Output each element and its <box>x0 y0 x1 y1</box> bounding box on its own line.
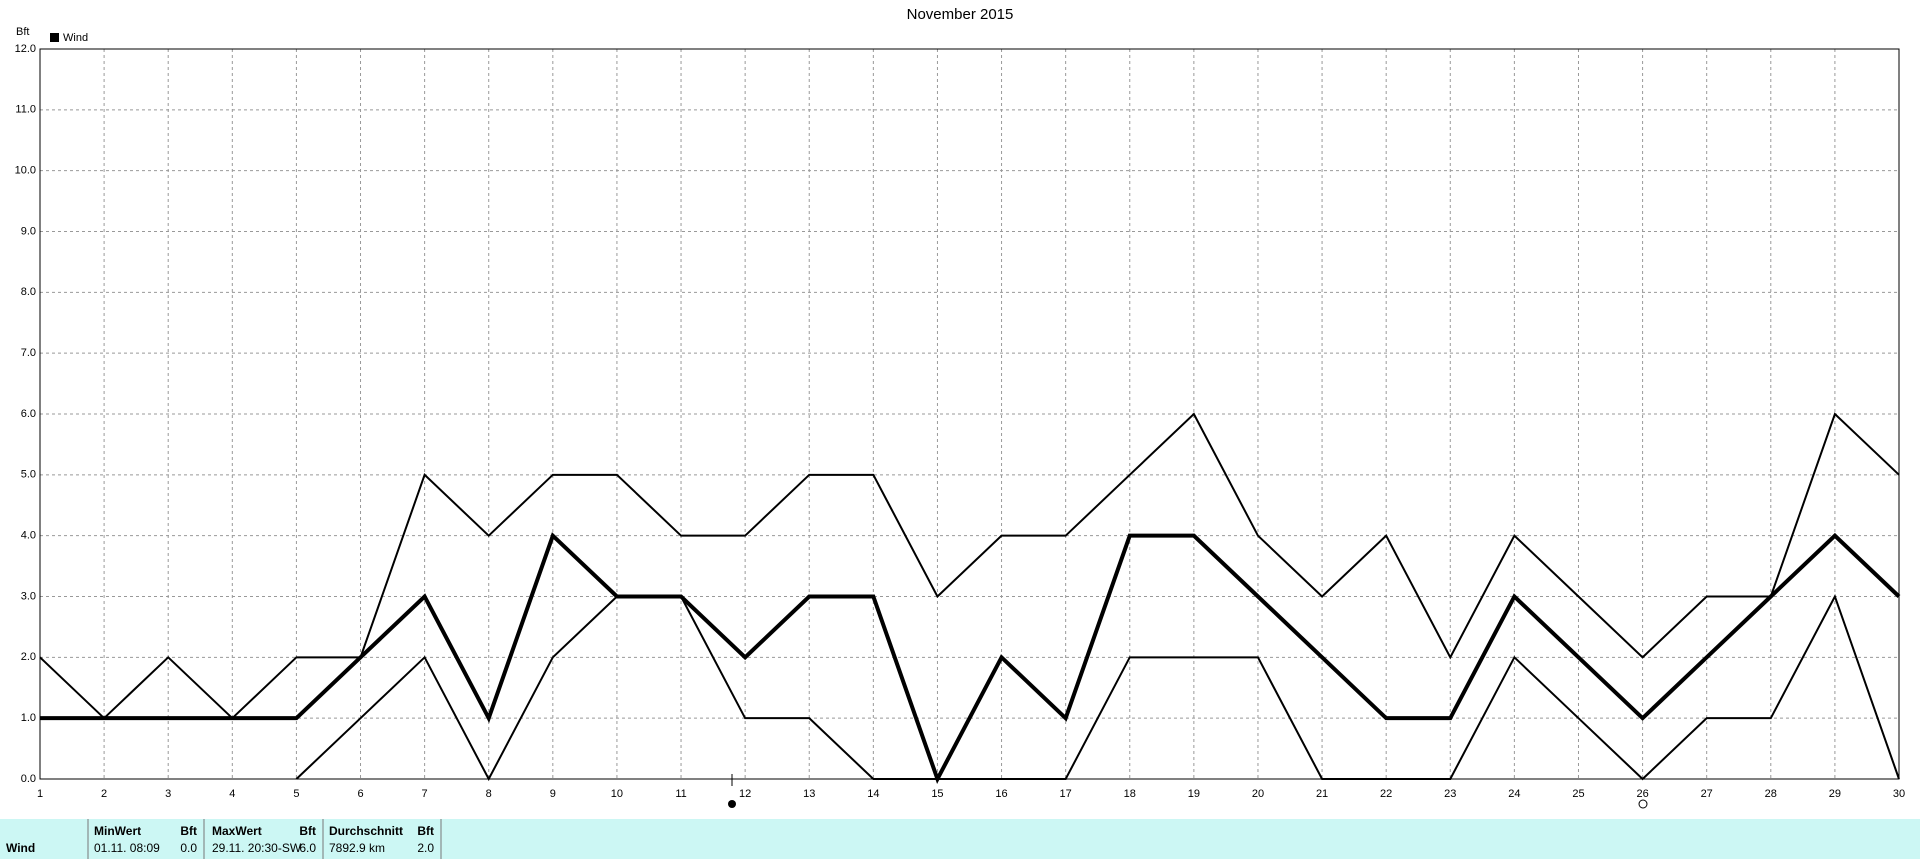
y-tick-label: 2.0 <box>21 651 36 663</box>
y-tick-label: 11.0 <box>15 104 36 116</box>
x-tick-label: 25 <box>1572 788 1584 800</box>
y-tick-label: 12.0 <box>15 43 36 55</box>
cell: 6.0 <box>299 841 316 855</box>
x-tick-label: 24 <box>1508 788 1520 800</box>
y-tick-label: 0.0 <box>21 773 36 785</box>
x-tick-label: 23 <box>1444 788 1456 800</box>
wind-line <box>295 594 1900 782</box>
header: MinWert <box>94 824 141 838</box>
cell: 2.0 <box>417 841 434 855</box>
x-tick-label: 26 <box>1636 788 1648 800</box>
cell: 0.0 <box>180 841 197 855</box>
y-tick-label: 8.0 <box>21 286 36 298</box>
y-tick-label: 7.0 <box>21 347 36 359</box>
x-tick-label: 18 <box>1124 788 1136 800</box>
y-tick-label: 10.0 <box>15 165 36 177</box>
legend-swatch <box>50 33 59 42</box>
header: Durchschnitt <box>329 824 403 838</box>
header-unit: Bft <box>417 824 434 838</box>
x-tick-label: 21 <box>1316 788 1328 800</box>
x-tick-label: 7 <box>422 788 428 800</box>
y-tick-label: 1.0 <box>21 712 36 724</box>
x-tick-label: 12 <box>739 788 751 800</box>
header: MaxWert <box>212 824 262 838</box>
x-tick-label: 5 <box>293 788 299 800</box>
x-tick-label: 20 <box>1252 788 1264 800</box>
x-tick-label: 22 <box>1380 788 1392 800</box>
x-tick-label: 15 <box>931 788 943 800</box>
x-tick-label: 4 <box>229 788 235 800</box>
x-tick-label: 14 <box>867 788 879 800</box>
x-tick-label: 16 <box>995 788 1007 800</box>
wind-line <box>39 412 1900 720</box>
cell: 29.11. 20:30-SW <box>212 841 302 855</box>
x-tick-label: 13 <box>803 788 815 800</box>
x-tick-label: 27 <box>1701 788 1713 800</box>
x-tick-label: 10 <box>611 788 623 800</box>
full-moon-icon <box>1638 799 1648 809</box>
y-tick-label: 9.0 <box>21 225 36 237</box>
summary-bar <box>0 819 1920 859</box>
x-tick-label: 29 <box>1829 788 1841 800</box>
x-tick-label: 28 <box>1765 788 1777 800</box>
x-tick-label: 17 <box>1060 788 1072 800</box>
cell: 7892.9 km <box>329 841 385 855</box>
cell: 01.11. 08:09 <box>94 841 160 855</box>
y-tick-label: 3.0 <box>21 590 36 602</box>
x-tick-label: 11 <box>675 788 686 800</box>
wind-line <box>40 532 1901 784</box>
chart-title: November 2015 <box>907 6 1014 23</box>
row-label: Wind <box>6 841 35 855</box>
x-tick-label: 2 <box>101 788 107 800</box>
new-moon-icon <box>728 800 736 808</box>
x-tick-label: 30 <box>1893 788 1905 800</box>
legend-label: Wind <box>63 32 88 44</box>
header-unit: Bft <box>180 824 197 838</box>
x-tick-label: 1 <box>37 788 43 800</box>
x-tick-label: 6 <box>357 788 363 800</box>
y-axis-label: Bft <box>16 26 29 38</box>
x-tick-label: 8 <box>486 788 492 800</box>
x-tick-label: 19 <box>1188 788 1200 800</box>
y-tick-label: 6.0 <box>21 408 36 420</box>
y-tick-label: 5.0 <box>21 469 36 481</box>
x-tick-label: 9 <box>550 788 556 800</box>
x-tick-label: 3 <box>165 788 171 800</box>
y-tick-label: 4.0 <box>21 530 36 542</box>
header-unit: Bft <box>299 824 316 838</box>
